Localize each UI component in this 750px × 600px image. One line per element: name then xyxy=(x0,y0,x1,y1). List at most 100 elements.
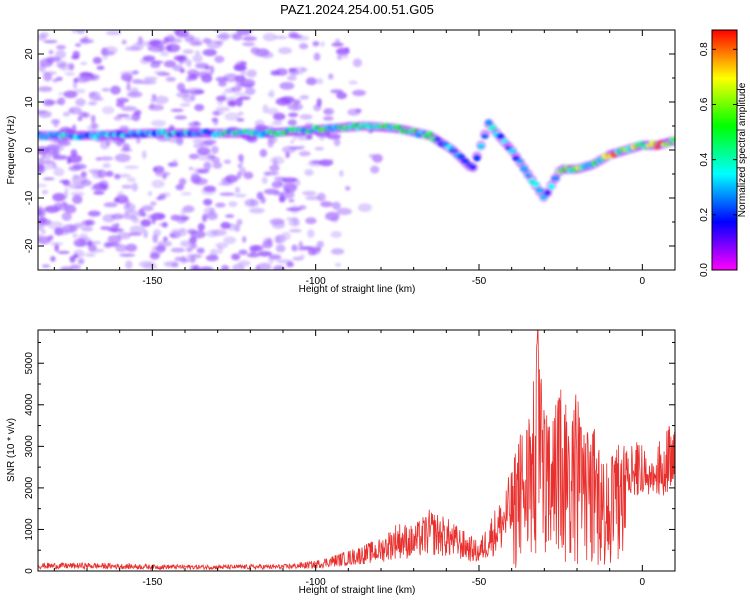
noise-blob xyxy=(54,244,59,252)
noise-blob xyxy=(240,61,247,65)
y-tick-label: 5000 xyxy=(24,352,35,375)
noise-blob xyxy=(273,265,286,270)
noise-blob xyxy=(114,173,121,180)
noise-blob xyxy=(150,60,164,64)
noise-blob xyxy=(125,260,133,269)
noise-blob xyxy=(89,248,105,253)
noise-blob xyxy=(192,54,203,63)
noise-blob xyxy=(215,242,229,249)
noise-blob xyxy=(289,229,302,233)
noise-blob xyxy=(42,159,55,165)
noise-blob xyxy=(180,208,187,216)
noise-blob xyxy=(123,203,136,212)
ridge-blob xyxy=(532,181,540,187)
noise-blob xyxy=(40,210,46,217)
noise-blob xyxy=(150,201,157,206)
noise-blob xyxy=(38,157,45,164)
noise-blob xyxy=(275,244,286,253)
noise-blob xyxy=(312,41,320,47)
colorbar-tick-label: 0.0 xyxy=(699,263,710,277)
y-tick-label: 3000 xyxy=(24,435,35,458)
noise-blob xyxy=(143,76,158,81)
noise-blob xyxy=(336,207,352,216)
noise-blob xyxy=(73,254,79,258)
noise-blob xyxy=(234,186,241,194)
noise-blob xyxy=(97,169,107,179)
snr-series-line xyxy=(38,330,675,571)
noise-blob xyxy=(188,153,199,160)
ridge-blob xyxy=(470,165,476,170)
noise-blob xyxy=(68,108,76,113)
noise-blob xyxy=(221,265,230,270)
noise-blob xyxy=(257,262,272,270)
noise-blob xyxy=(90,240,102,245)
noise-blob xyxy=(282,177,298,183)
noise-blob xyxy=(69,255,76,263)
noise-blob xyxy=(116,101,125,108)
noise-blob xyxy=(38,167,47,173)
noise-blob xyxy=(101,87,111,92)
noise-blob xyxy=(287,119,297,126)
noise-blob xyxy=(124,116,139,121)
noise-blob xyxy=(307,229,315,238)
noise-blob xyxy=(119,253,136,257)
noise-blob xyxy=(72,174,79,179)
noise-blob xyxy=(143,229,148,239)
noise-blob xyxy=(77,116,83,122)
noise-blob xyxy=(215,106,231,112)
noise-blob xyxy=(203,139,217,145)
noise-blob xyxy=(70,149,78,157)
noise-blob xyxy=(184,34,195,43)
noise-blob xyxy=(223,236,237,244)
noise-blob xyxy=(81,226,94,232)
noise-blob xyxy=(131,43,144,51)
noise-blob xyxy=(107,228,124,233)
noise-blob xyxy=(49,234,54,241)
noise-blob xyxy=(273,112,286,121)
noise-blob xyxy=(283,183,297,193)
noise-blob xyxy=(242,36,257,42)
noise-blob xyxy=(316,98,322,107)
noise-blob xyxy=(246,69,257,78)
noise-blob xyxy=(211,229,227,236)
noise-blob xyxy=(119,125,129,131)
noise-blob xyxy=(72,81,78,89)
noise-blob xyxy=(187,87,203,92)
noise-blob xyxy=(259,149,268,158)
ridge-blob xyxy=(477,143,485,149)
noise-blob xyxy=(224,112,240,121)
x-tick-label: 0 xyxy=(640,577,646,588)
x-tick-label: -100 xyxy=(306,276,326,287)
noise-blob xyxy=(151,179,165,189)
noise-blob xyxy=(121,184,133,189)
noise-blob xyxy=(38,183,48,188)
colorbar-tick-label: 0.4 xyxy=(699,152,710,166)
noise-blob xyxy=(280,190,295,199)
noise-blob xyxy=(211,110,225,116)
noise-blob xyxy=(299,145,306,150)
noise-blob xyxy=(205,254,219,262)
noise-blob xyxy=(203,185,217,193)
noise-blob xyxy=(137,80,151,85)
noise-blob xyxy=(299,114,313,120)
ridge-blob xyxy=(517,159,524,164)
noise-blob xyxy=(56,228,70,236)
chart-title: PAZ1.2024.254.00.51.G05 xyxy=(280,2,434,17)
noise-blob xyxy=(203,198,213,206)
x-tick-label: -150 xyxy=(142,577,162,588)
noise-blob xyxy=(80,61,88,66)
noise-blob xyxy=(196,169,210,174)
noise-blob xyxy=(99,156,114,161)
noise-blob xyxy=(245,87,256,96)
noise-blob xyxy=(75,98,86,107)
noise-blob xyxy=(228,100,236,104)
noise-blob xyxy=(278,47,292,55)
noise-blob xyxy=(38,223,44,231)
noise-blob xyxy=(203,161,212,171)
ridge-blob xyxy=(544,190,551,196)
noise-blob xyxy=(68,182,84,190)
noise-blob xyxy=(223,73,239,83)
noise-blob xyxy=(64,72,75,76)
noise-blob xyxy=(237,260,251,267)
